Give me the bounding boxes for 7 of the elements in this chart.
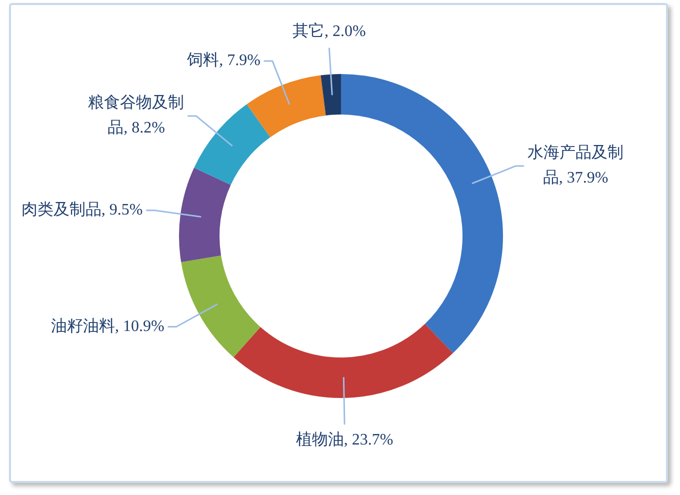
slice-label: 肉类及制品, 9.5%	[21, 200, 143, 219]
slice-label: 饲料, 7.9%	[186, 51, 260, 70]
slice-label: 油籽油料, 10.9%	[51, 316, 164, 335]
slice-label: 粮食谷物及制品, 8.2%	[88, 94, 184, 137]
slice-label: 其它, 2.0%	[292, 22, 366, 40]
slice-label: 水海产品及制品, 37.9%	[527, 144, 624, 187]
slice-label: 植物油, 23.7%	[296, 430, 394, 449]
